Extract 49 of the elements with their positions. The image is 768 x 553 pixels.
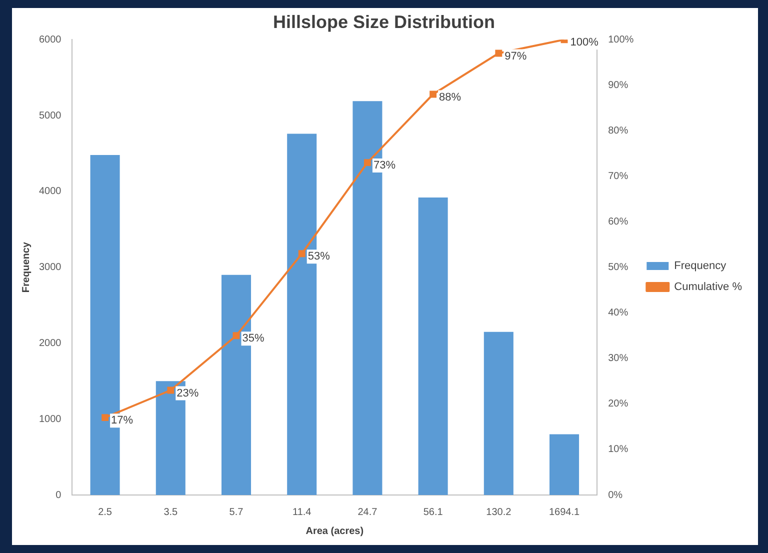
x-tick-label: 1694.1 [548,506,580,518]
y2-tick-label: 50% [608,262,628,274]
y2-tick-label: 100% [608,34,634,46]
bar [550,434,580,495]
data-label: 100% [570,36,599,49]
y-tick-label: 5000 [38,110,62,122]
x-tick-label: 3.5 [164,506,178,518]
data-label: 88% [439,91,462,104]
x-tick-label: 5.7 [229,506,244,518]
data-label: 23% [176,387,199,400]
data-label: 97% [504,50,527,62]
y-tick-label: 4000 [38,186,62,198]
y2-tick-label: 70% [608,170,628,182]
chart-title: Hillslope Size Distribution [272,12,496,32]
point [102,414,109,422]
y-tick-label: 1000 [38,414,62,425]
point [167,386,174,394]
point [298,250,306,258]
y2-tick-label: 10% [608,444,628,456]
x-tick-label: 56.1 [423,506,444,518]
y2-tick-label: 90% [608,80,628,91]
bar [418,197,448,495]
data-label: 73% [373,160,396,172]
point [232,332,240,340]
data-label: 17% [111,414,134,427]
data-label: 35% [242,332,264,345]
y-tick-label: 2000 [38,338,62,349]
point [364,159,371,166]
x-axis-title: Area (acres) [306,526,364,537]
x-tick-label: 130.2 [486,506,512,518]
y-tick-label: 3000 [38,262,62,274]
x-tick-label: 11.4 [292,506,312,518]
y2-tick-label: 40% [608,308,628,319]
x-tick-label: 2.5 [98,506,112,518]
y2-tick-label: 30% [608,353,628,364]
y2-tick-label: 20% [608,398,628,410]
x-tick-label: 24.7 [358,506,378,518]
y-tick-label: 6000 [38,34,62,46]
y-tick-label: 0 [56,490,62,501]
y2-tick-label: 0% [608,490,623,501]
y2-tick-label: 60% [608,216,628,228]
legend-label: Cumulative % [674,281,742,294]
y-axis-title: Frequency [20,242,32,293]
data-label: 53% [308,250,330,263]
y2-tick-label: 80% [608,125,628,136]
bar [484,332,514,495]
point [495,50,502,57]
legend-label: Frequency [674,260,727,272]
point [430,90,437,98]
